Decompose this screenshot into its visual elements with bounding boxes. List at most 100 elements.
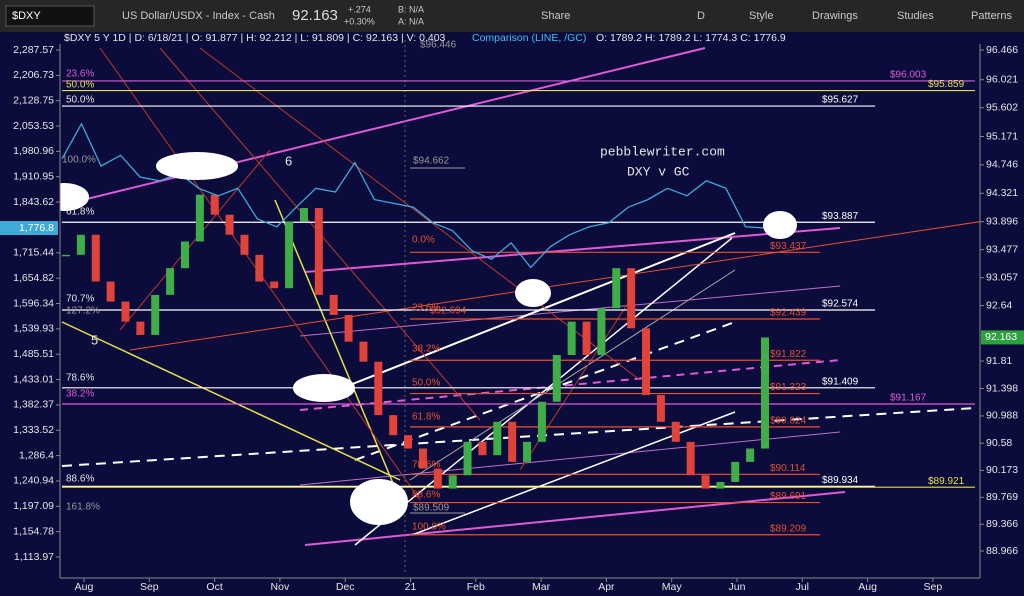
highlight	[293, 374, 355, 402]
fib-label: 100.0%	[412, 522, 446, 533]
highlight	[350, 479, 408, 525]
candle	[761, 337, 769, 449]
level-label: $89.934	[822, 475, 859, 486]
period-button[interactable]: D	[697, 10, 705, 22]
y2-tick-label: 88.966	[986, 545, 1018, 557]
trendline	[304, 227, 841, 273]
level-label: $90.114	[770, 463, 806, 474]
y-tick-label: 1,910.95	[13, 171, 54, 183]
studies-button[interactable]: Studies	[897, 10, 934, 22]
y2-tick-label: 93.477	[986, 243, 1018, 255]
y2-tick-label: 90.173	[986, 464, 1018, 476]
candle	[418, 448, 427, 469]
header-main: $DXY 5 Y 1D | D: 6/18/21 | O: 91.877 | H…	[64, 32, 446, 44]
fib-label: 50.0%	[66, 95, 94, 106]
level-label: $95.859	[928, 79, 965, 90]
level-label: $90.824	[770, 416, 807, 427]
candle	[448, 475, 457, 489]
change: +.274	[348, 4, 371, 14]
y2-tick-label: 94.321	[986, 187, 1018, 199]
y-tick-label: 2,053.53	[13, 120, 54, 132]
highlight	[515, 279, 551, 307]
candle	[746, 448, 755, 462]
candle	[627, 268, 636, 329]
y2-tick-label: 93.896	[986, 215, 1018, 227]
y-tick-label: 2,128.75	[13, 94, 54, 106]
level-label: $92.439	[770, 308, 807, 319]
axes: 2,287.57 2,206.73 2,128.75 2,053.53 1,980.96…	[0, 44, 1024, 593]
y-tick-label: 2,287.57	[13, 44, 54, 56]
y2-tick-label: 96.021	[986, 74, 1018, 86]
candle	[493, 421, 502, 456]
candle	[299, 208, 308, 222]
y-tick-label: 1,286.4	[19, 449, 54, 461]
trendline	[354, 237, 733, 546]
y-tick-label: 1,113.97	[14, 551, 54, 563]
header-comparison: Comparison (LINE, /GC)	[472, 32, 586, 44]
fib-label: 38.2%	[412, 344, 440, 355]
y-tick-label: 1,715.44	[13, 247, 54, 259]
ask: A: N/A	[398, 16, 424, 26]
x-tick-label: Sep	[924, 581, 943, 593]
level-label: $93.887	[822, 211, 859, 222]
level-label: $95.627	[822, 95, 859, 106]
level-label: $91.323	[770, 382, 807, 393]
y-tick-label: 1,154.78	[13, 525, 54, 537]
candle	[270, 281, 279, 289]
level-label: $89.509	[413, 503, 450, 514]
trendlines	[61, 40, 1024, 575]
y2-tick-label: 89.769	[986, 491, 1018, 503]
level-label: $92.694	[430, 306, 467, 317]
candle	[255, 254, 264, 282]
symbol[interactable]: $DXY	[12, 10, 41, 22]
symbol-input[interactable]	[5, 5, 95, 27]
fib-label: 70.7%	[66, 294, 94, 305]
candle	[508, 421, 517, 462]
candle	[180, 241, 189, 269]
level-label: $89.209	[770, 523, 807, 534]
watermark: pebblewriter.com	[600, 144, 725, 159]
wave-label: 6	[285, 153, 292, 168]
candle	[701, 475, 710, 489]
candle	[329, 294, 338, 315]
candle	[314, 208, 323, 295]
candle	[404, 435, 413, 449]
x-tick-label: Jun	[729, 581, 746, 593]
candle	[136, 321, 145, 335]
x-tick-label: Jul	[796, 581, 809, 593]
fib-label: 127.2%	[66, 306, 100, 317]
y-tick-label: 1,240.94	[13, 475, 54, 487]
candle	[612, 268, 621, 309]
y-tick-label: 1,333.52	[13, 424, 54, 436]
candle	[671, 421, 680, 442]
trendline	[61, 321, 401, 481]
trendline	[61, 47, 706, 206]
candle	[656, 395, 665, 422]
fib-label: 78.6%	[412, 460, 440, 471]
candle	[731, 461, 740, 482]
candle	[344, 314, 353, 342]
fib-label: 23.6%	[66, 69, 94, 80]
x-tick-label: 21	[405, 581, 417, 593]
y2-tick-label: 92.64	[986, 299, 1012, 311]
watermark-subtitle: DXY v GC	[627, 164, 690, 179]
candle	[285, 221, 294, 289]
y2-tick-label: 94.746	[986, 159, 1018, 171]
patterns-button[interactable]: Patterns	[971, 10, 1012, 22]
candle	[76, 234, 85, 255]
drawings-button[interactable]: Drawings	[812, 10, 858, 22]
candle	[478, 441, 487, 456]
y2-tick-label: 95.602	[986, 101, 1018, 113]
candle	[597, 308, 606, 356]
candle	[210, 194, 219, 215]
candle	[537, 401, 546, 442]
fib-label: 78.6%	[66, 373, 94, 384]
candle	[225, 214, 234, 235]
style-button[interactable]: Style	[749, 10, 773, 22]
share-button[interactable]: Share	[541, 10, 570, 22]
fib-label: 0.0%	[412, 235, 435, 246]
candle	[389, 415, 398, 436]
candle	[716, 481, 725, 489]
trendline	[274, 199, 401, 501]
